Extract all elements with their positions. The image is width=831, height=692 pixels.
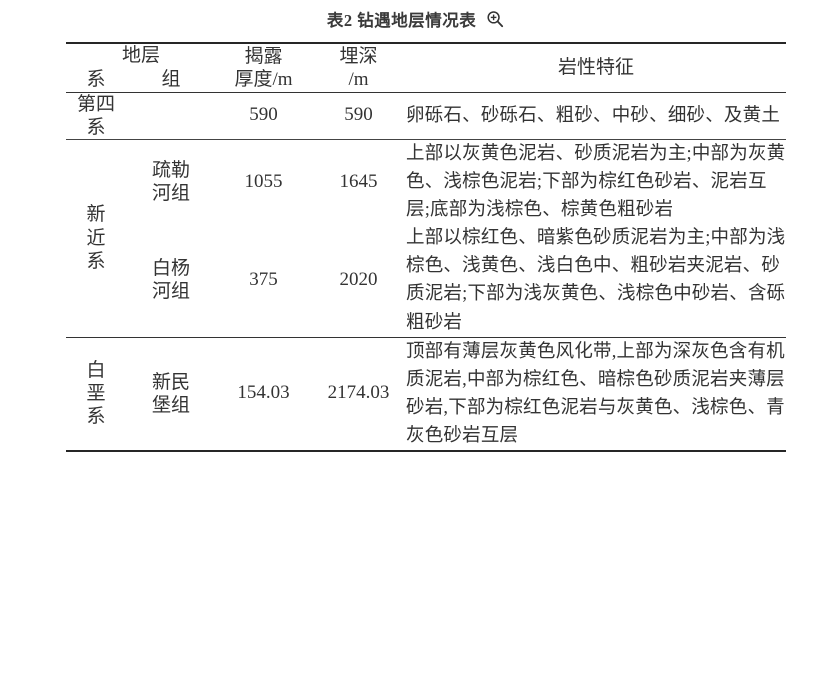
cell-depth: 1645	[311, 138, 407, 225]
cell-system: 新 近 系	[66, 138, 126, 338]
table-row: 白杨 河组 375 2020 上部以棕红色、暗紫色砂质泥岩为主;中部为浅棕色、浅…	[66, 224, 786, 337]
table-row: 白 垩 系 新民 堡组 154.03 2174.03 顶部有薄层灰黄色风化带,上…	[66, 336, 787, 453]
cell-system: 白 垩 系	[66, 336, 126, 453]
cell-formation: 白杨 河组	[126, 224, 216, 337]
header-exposed-thickness: 揭露 厚度/m	[216, 42, 312, 92]
cell-system-line3: 系	[86, 250, 106, 272]
cell-depth: 590	[311, 91, 407, 140]
cell-formation-line2: 河组	[152, 183, 191, 204]
strata-table-container: 地层 揭露 厚度/m 埋深 /m 岩性特征 系 组 第四	[66, 42, 787, 453]
cell-system-line2: 系	[86, 116, 106, 138]
cell-system: 第四 系	[66, 91, 126, 140]
strata-table: 地层 揭露 厚度/m 埋深 /m 岩性特征 系 组 第四	[66, 42, 787, 453]
cell-system-line3: 系	[86, 406, 106, 428]
table-row: 新 近 系 疏勒 河组 1055 1645 上部以灰黄色泥岩、砂质泥岩为主;中部…	[66, 138, 787, 338]
cell-system-line2: 垩	[86, 383, 106, 405]
header-burial-depth-line2: /m	[348, 68, 369, 90]
cell-thickness: 1055	[216, 138, 312, 225]
cell-formation-line1: 白杨	[152, 258, 191, 280]
cell-formation-line1: 新民	[152, 371, 191, 393]
header-exposed-thickness-line2: 厚度/m	[234, 68, 293, 90]
table-caption-text: 表2 钻遇地层情况表	[326, 11, 477, 30]
header-row-top: 地层 揭露 厚度/m 埋深 /m 岩性特征	[66, 42, 787, 92]
header-burial-depth: 埋深 /m	[311, 42, 407, 92]
cell-formation: 疏勒 河组	[126, 138, 217, 225]
cell-system-line1: 白	[86, 360, 106, 382]
table-caption: 表2 钻遇地层情况表	[0, 6, 831, 32]
header-exposed-thickness-line1: 揭露	[244, 45, 283, 67]
header-stratigraphy-group: 地层	[66, 42, 217, 68]
cell-thickness: 375	[249, 269, 278, 291]
cell-lithology: 上部以棕红色、暗紫色砂质泥岩为主;中部为浅棕色、浅黄色、浅白色中、粗砂岩夹泥岩、…	[406, 228, 786, 333]
magnifier-plus-icon[interactable]	[486, 10, 504, 28]
cell-formation-line1: 疏勒	[152, 159, 191, 181]
header-system: 系	[86, 68, 106, 90]
cell-lithology: 卵砾石、砂砾石、粗砂、中砂、细砂、及黄土	[406, 91, 787, 140]
cell-lithology: 顶部有薄层灰黄色风化带,上部为深灰色含有机质泥岩,中部为棕红色、暗棕色砂质泥岩夹…	[406, 336, 787, 453]
table-row: 第四 系 590 590 卵砾石、砂砾石、粗砂、中砂、细砂、及黄土	[66, 91, 787, 140]
cell-system-line1: 新	[86, 204, 106, 226]
cell-depth: 2020	[339, 269, 378, 291]
header-lithologic-character: 岩性特征	[406, 42, 787, 92]
cell-lithology: 上部以灰黄色泥岩、砂质泥岩为主;中部为灰黄色、浅棕色泥岩;下部为棕红色砂岩、泥岩…	[406, 138, 787, 225]
cell-depth: 2174.03	[311, 336, 407, 453]
cell-thickness: 154.03	[216, 336, 312, 453]
header-burial-depth-line1: 埋深	[339, 45, 378, 67]
cell-system-line1: 第四	[76, 93, 115, 115]
cell-system-line2: 近	[86, 227, 106, 249]
cell-formation	[126, 91, 217, 140]
cell-formation-line2: 堡组	[152, 394, 191, 416]
header-row-sub: 系 组	[66, 68, 786, 92]
header-formation: 组	[161, 68, 181, 90]
table-header: 地层 揭露 厚度/m 埋深 /m 岩性特征 系 组	[66, 42, 787, 92]
cell-formation-line2: 河组	[152, 281, 191, 303]
table-body: 第四 系 590 590 卵砾石、砂砾石、粗砂、中砂、细砂、及黄土 新 近 系 …	[66, 91, 787, 453]
cell-thickness: 590	[216, 91, 312, 140]
cell-formation: 新民 堡组	[126, 336, 217, 453]
